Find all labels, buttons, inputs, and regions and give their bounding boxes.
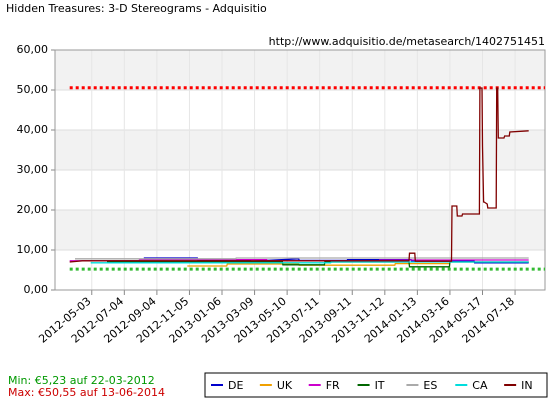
series-line xyxy=(90,261,529,264)
plot-border xyxy=(54,49,546,291)
chart-subtitle: http://www.adquisitio.de/metasearch/1402… xyxy=(269,35,545,48)
y-tick-label: 0,00 xyxy=(24,283,49,296)
grid-band xyxy=(55,50,545,90)
y-tick-label: 10,00 xyxy=(17,243,49,256)
legend-label: IT xyxy=(375,379,385,392)
legend-label: UK xyxy=(277,379,293,392)
series-line xyxy=(69,87,529,263)
y-tick-label: 30,00 xyxy=(17,163,49,176)
y-tick-label: 20,00 xyxy=(17,203,49,216)
legend-label: FR xyxy=(326,379,340,392)
grid-band xyxy=(55,130,545,170)
y-tick-label: 60,00 xyxy=(17,43,49,56)
y-tick-label: 40,00 xyxy=(17,123,49,136)
y-tick-label: 50,00 xyxy=(17,83,49,96)
chart-title: Hidden Treasures: 3-D Stereograms - Adqu… xyxy=(6,2,267,15)
series-line xyxy=(75,257,529,260)
grid-band xyxy=(55,210,545,250)
legend-label: CA xyxy=(472,379,488,392)
min-label: Min: €5,23 auf 22-03-2012 xyxy=(8,374,155,387)
legend-label: IN xyxy=(521,379,532,392)
legend-label: DE xyxy=(228,379,243,392)
max-label: Max: €50,55 auf 13-06-2014 xyxy=(8,386,165,399)
legend-label: ES xyxy=(423,379,437,392)
